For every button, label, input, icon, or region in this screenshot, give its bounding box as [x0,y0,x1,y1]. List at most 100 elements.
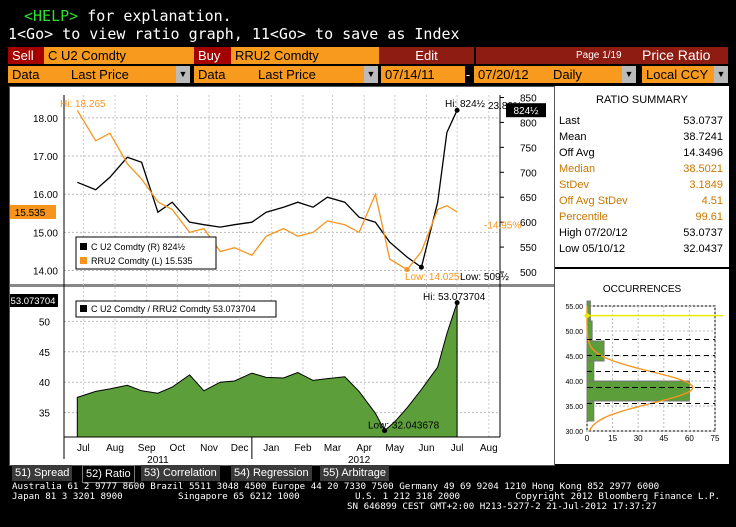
y-right-tick-label: 850 [520,93,537,104]
series-line-cu2 [77,109,458,269]
series-line-rru2 [76,109,458,271]
legend-box [75,300,277,318]
summary-label: Percentile [559,211,608,223]
data-label-2: Data [194,66,255,83]
x-tick-label: Aug [480,443,498,454]
legend-entry: C U2 Comdty (R) 824½ [91,242,186,252]
x-tick-label: Sep [138,443,156,454]
y-right-tick-label: 800 [520,118,537,129]
tab-spread[interactable]: 51) Spread [12,465,73,481]
histogram-bar [586,400,595,422]
field-select-2[interactable]: Last Price [254,66,366,83]
y-tick-label: 50 [39,317,51,328]
summary-value: 53.0737 [683,115,723,127]
y-tick-label: 55.00 [565,304,583,311]
summary-label: Low 05/10/12 [559,243,626,255]
summary-value: 53.0737 [683,227,723,239]
tab-correlation[interactable]: 53) Correlation [141,465,220,481]
low-left-label: Low: 14.025 [405,272,460,283]
summary-label: Off Avg StDev [559,195,628,207]
y-tick-label: 40.00 [565,379,583,386]
dropdown-arrow-icon[interactable]: ▼ [176,66,190,83]
ratio-summary-panel: RATIO SUMMARY Last 53.0737 Mean 38.7241 Off … [555,86,729,267]
y-tick-label: 30.00 [565,429,583,436]
y-right-tick-label: 500 [520,268,537,279]
pct-down-label: -14.95% [484,221,521,232]
help-text: for explanation. [78,7,232,25]
y-right-tick-label: 650 [520,193,537,204]
legend-entry: C U2 Comdty / RRU2 Comdty 53.073704 [91,304,256,314]
y-left-tick-label: 14.00 [33,267,58,278]
y-tick-label: 50.00 [565,329,583,336]
footer-line-3: SN 646899 CEST GMT+2:00 H213-5277-2 21-J… [347,501,657,512]
hi-marker [454,107,460,113]
last-left-label: 15.535 [15,208,46,219]
y-tick-label: 45 [39,348,51,359]
sell-label: Sell [8,47,47,64]
hi-label: Hi: 53.073704 [423,292,486,303]
data-label-1: Data [8,66,69,83]
summary-label: Off Avg [559,147,595,159]
x-tick-label: Feb [294,443,312,454]
help-key[interactable]: <HELP> [24,7,79,25]
last-right-tag [506,103,546,118]
summary-value: 38.7241 [683,131,723,143]
end-date-field[interactable]: 07/20/12 [474,66,550,83]
dropdown-arrow-icon[interactable]: ▼ [622,66,636,83]
currency-select[interactable]: Local CCY [642,66,716,83]
x-tick-label: Aug [106,443,124,454]
hi-left-label: Hi: 18.265 [60,99,106,110]
summary-value: 99.61 [695,211,723,223]
hi-marker [454,300,460,306]
dropdown-arrow-icon[interactable]: ▼ [714,66,728,83]
buy-ticker-field[interactable]: RRU2 Comdty [231,47,380,64]
x-tick-label: Dec [231,443,249,454]
y-right-tick-label: 550 [520,243,537,254]
legend-swatch [80,305,87,312]
field-select-1[interactable]: Last Price [67,66,179,83]
x-tick-label: Jul [451,443,464,454]
summary-row: High 07/20/12 53.0737 [559,227,723,243]
summary-row: Percentile 99.61 [559,211,723,227]
help-line: <HELP> for explanation. [24,7,232,25]
last-tag [8,294,58,307]
sell-ticker-field[interactable]: C U2 Comdty [44,47,197,64]
page-indicator: Page 1/19 [576,50,622,61]
summary-row: Off Avg StDev 4.51 [559,195,723,211]
tab-arbitrage[interactable]: 55) Arbitrage [320,465,389,481]
y-left-tick-label: 15.00 [33,228,58,239]
ratio-area [76,302,458,438]
tab-regression[interactable]: 54) Regression [231,465,312,481]
x-tick-label: Oct [170,443,186,454]
y-tick-label: 35.00 [565,404,583,411]
summary-value: 14.3496 [683,147,723,159]
legend-swatch [80,257,87,264]
summary-value: 4.51 [701,195,723,207]
price-ratio-chart: 18.00 17.00 16.00 15.00 14.00 850 800 750 700 650… [8,93,554,466]
x-tick-label: May [385,443,404,454]
start-date-field[interactable]: 07/14/11 [381,66,465,83]
footer-line-2: Japan 81 3 3201 8900 Singapore 65 6212 1… [12,491,721,502]
x-tick-label: Jan [263,443,279,454]
tab-ratio[interactable]: 52) Ratio [82,465,135,483]
x-tick-label: 45 [659,434,668,443]
y-right-tick-label: 600 [520,218,537,229]
summary-row: Mean 38.7241 [559,131,723,147]
summary-row: Low 05/10/12 32.0437 [559,243,723,259]
edit-button[interactable]: Edit [379,47,474,64]
low-marker [404,267,410,273]
legend-entry: RRU2 Comdty (L) 15.535 [91,256,193,266]
x-tick-label: Jun [418,443,434,454]
period-select[interactable]: Daily [549,66,623,83]
y-tick-label: 40 [39,378,51,389]
last-left-tag [8,204,56,219]
summary-row: StDev 3.1849 [559,179,723,195]
x-tick-label: 15 [608,434,617,443]
summary-label: Median [559,163,596,175]
dropdown-arrow-icon[interactable]: ▼ [364,66,378,83]
x-tick-label: Nov [200,443,218,454]
date-dash: - [465,67,471,82]
y-right-tick-label: 750 [520,143,537,154]
occurrences-panel: OCCURRENCES 55.00 50.00 45.00 40.00 35.00 30.… [555,269,729,464]
legend-swatch [80,243,87,250]
